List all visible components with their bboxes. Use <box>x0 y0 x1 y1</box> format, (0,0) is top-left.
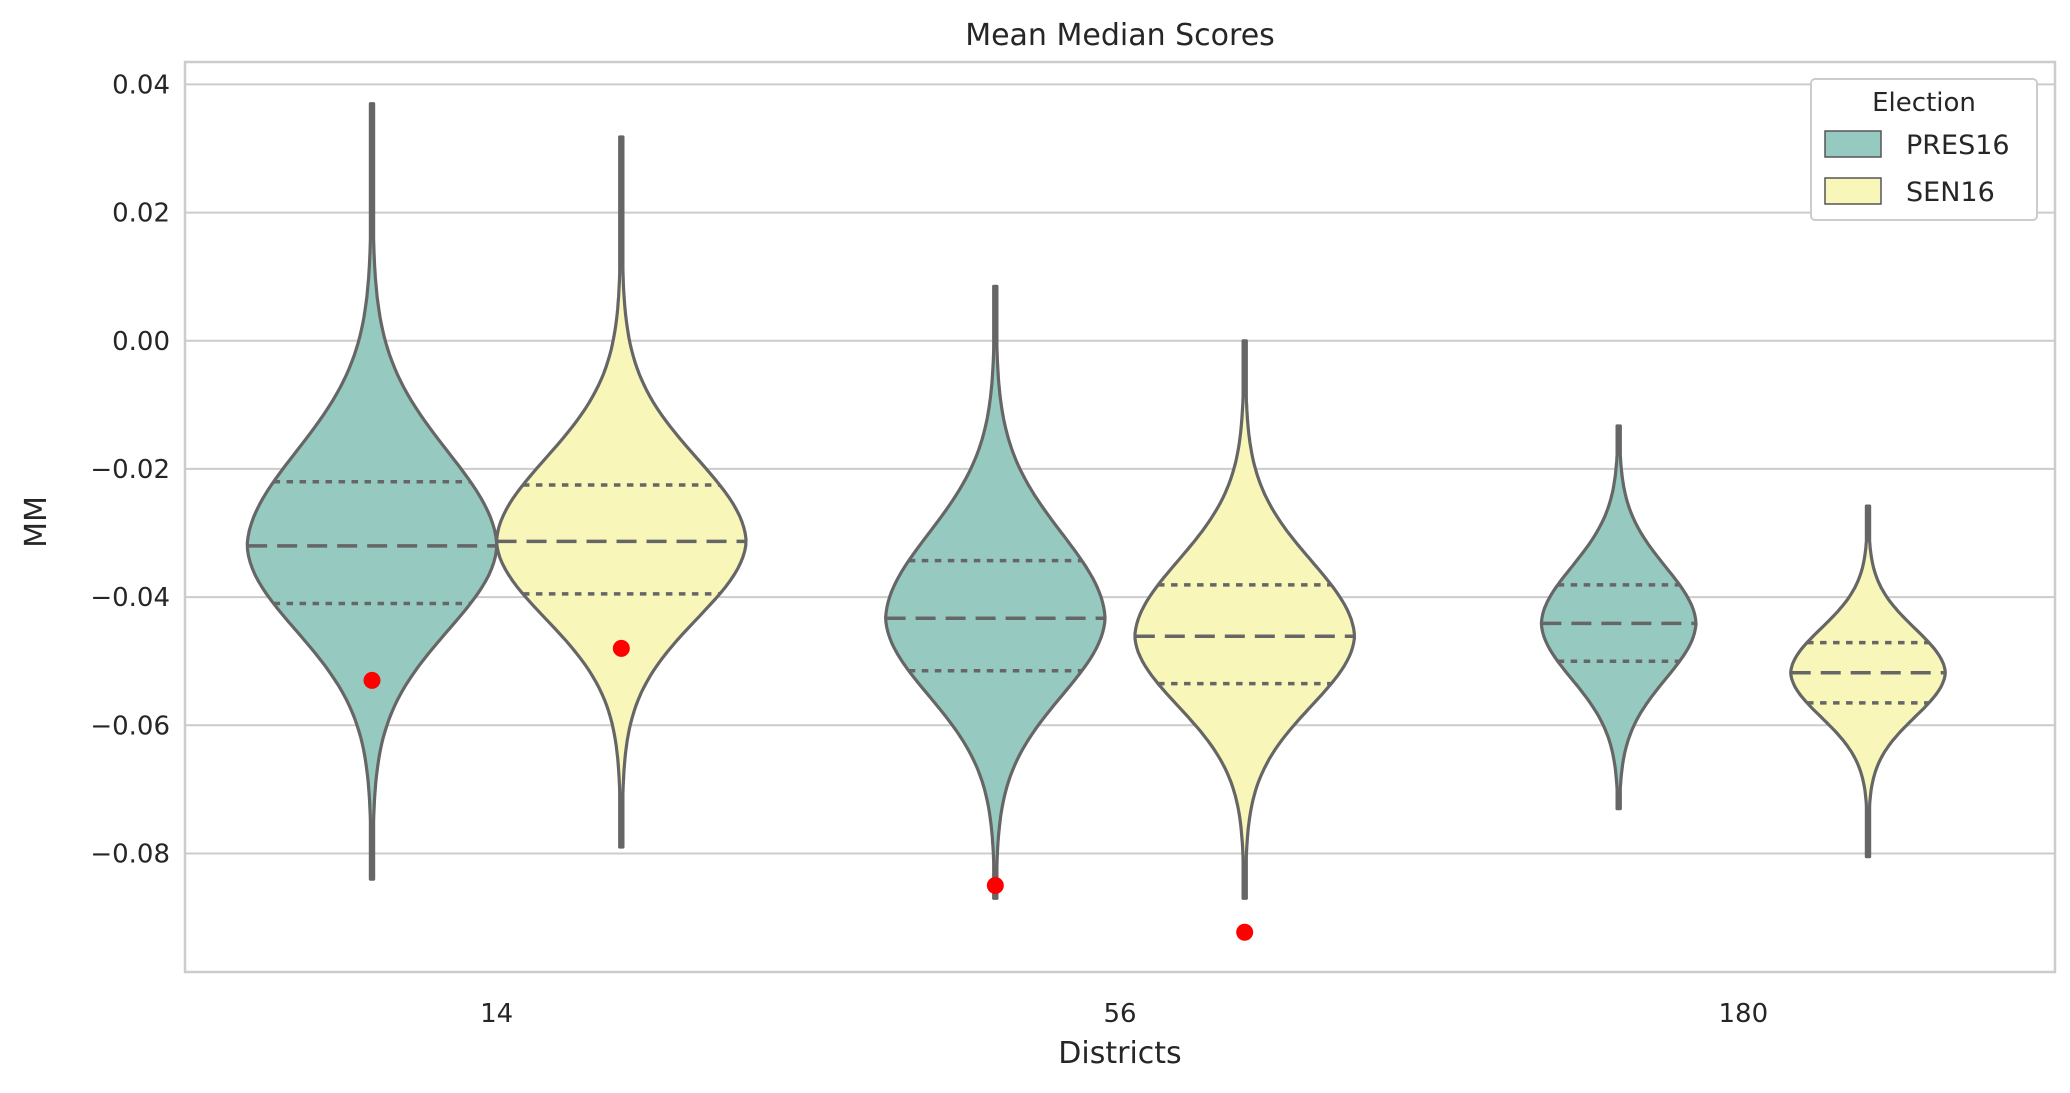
gridlines <box>185 83 2055 855</box>
violin-body <box>884 284 1107 900</box>
violin-body <box>495 135 748 849</box>
x-tick-label: 180 <box>1719 999 1769 1029</box>
chart-title: Mean Median Scores <box>965 18 1275 53</box>
legend-title: Election <box>1872 88 1976 118</box>
violin-body <box>245 102 499 881</box>
x-axis-ticks: 14 56 180 <box>480 999 1768 1029</box>
y-tick-label: 0.04 <box>112 70 170 100</box>
violins <box>245 102 1947 900</box>
y-tick-label: 0.02 <box>112 199 170 229</box>
legend-swatch-pres16 <box>1824 130 1882 158</box>
x-axis-label: Districts <box>1058 1036 1181 1071</box>
legend-swatch-sen16 <box>1824 177 1882 205</box>
legend: Election PRES16 SEN16 <box>1810 78 2038 221</box>
x-tick-label: 56 <box>1103 999 1136 1029</box>
y-tick-label: 0.00 <box>112 327 170 357</box>
violin-body <box>1133 339 1356 900</box>
y-axis-label: MM <box>19 496 54 548</box>
y-tick-label: −0.08 <box>90 839 170 869</box>
x-tick-label: 14 <box>480 999 513 1029</box>
observed-point <box>1236 923 1254 941</box>
violin-body <box>1539 424 1698 811</box>
y-tick-label: −0.06 <box>90 711 170 741</box>
plot-frame <box>183 60 2057 974</box>
observed-point <box>986 876 1004 894</box>
y-tick-label: −0.02 <box>90 455 170 485</box>
observed-point <box>612 639 630 657</box>
violin-body <box>1789 504 1947 859</box>
legend-label-sen16: SEN16 <box>1906 177 1995 208</box>
legend-label-pres16: PRES16 <box>1906 130 2010 161</box>
observed-markers <box>363 639 1254 941</box>
y-tick-label: −0.04 <box>90 583 170 613</box>
observed-point <box>363 671 381 689</box>
y-axis-ticks: 0.04 0.02 0.00 −0.02 −0.04 −0.06 −0.08 <box>90 70 170 869</box>
